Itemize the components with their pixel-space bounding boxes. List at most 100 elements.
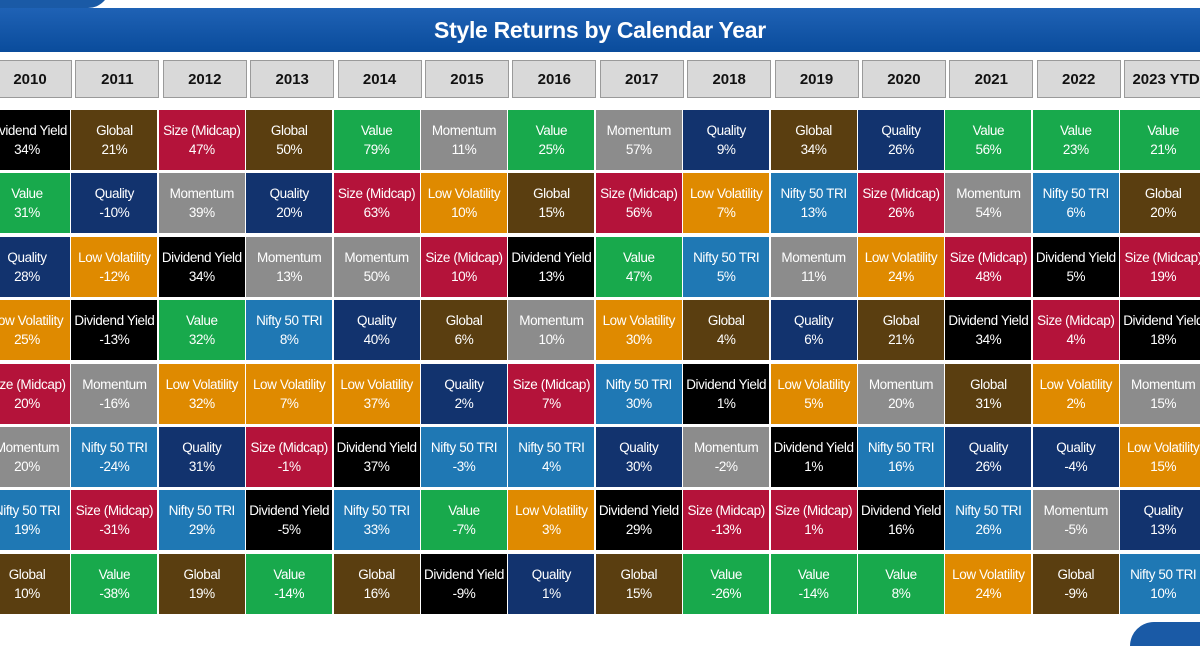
cell-return-value: 9% [716,142,736,157]
return-cell: Value -7% [421,490,507,551]
cell-return-value: 15% [538,205,565,221]
cell-style-label: Low Volatility [864,249,938,265]
return-cell: Low Volatility 2% [1032,363,1119,424]
cell-style-label: Dividend Yield [424,566,504,582]
cell-style-label: Momentum [956,186,1021,202]
cell-return-value: 15% [625,585,652,601]
return-cell: Momentum 20% [858,363,944,424]
return-cell: Value 8% [858,553,944,614]
cell-return-value: 6% [804,332,823,348]
chart-title: Style Returns by Calendar Year [0,8,1200,52]
return-cell: Quality 31% [158,427,245,487]
cell-style-label: Momentum [169,186,235,202]
cell-return-value: 18% [1150,332,1177,348]
cell-style-label: Quality [793,313,834,329]
return-cell: Momentum 54% [945,173,1032,234]
return-cell: Momentum 15% [1120,363,1200,424]
return-cell: Quality 26% [858,110,944,170]
return-cell: Quality 28% [0,236,70,297]
cell-return-value: 1% [542,585,561,601]
return-cell: Low Volatility 24% [945,553,1032,614]
return-cell: Size (Midcap) 10% [421,236,507,297]
return-cell: Value 56% [945,110,1032,170]
return-cell: Value 32% [158,300,245,361]
cell-return-value: 2% [1066,395,1086,411]
cell-style-label: Value [98,566,131,582]
cell-return-value: 23% [1062,142,1089,157]
cell-return-value: -14% [798,585,829,601]
cell-return-value: 57% [625,142,652,157]
cell-style-label: Value [273,566,305,582]
return-cell: Momentum -2% [683,427,770,487]
cell-style-label: Global [795,123,832,138]
cell-style-label: Dividend Yield [336,440,417,455]
cell-return-value: 39% [188,205,215,221]
return-cell: Low Volatility 24% [858,236,944,297]
cell-style-label: Momentum [606,123,672,138]
return-cell: Size (Midcap) 1% [770,490,857,551]
cell-return-value: 29% [188,522,215,538]
return-cell: Quality -10% [71,173,158,234]
return-cell: Size (Midcap) 7% [508,363,595,424]
cell-style-label: Value [186,313,218,329]
year-header-cell: 2022 [1036,60,1121,98]
return-cell: Global 15% [595,553,682,614]
cell-style-label: Dividend Yield [686,376,767,392]
cell-style-label: Momentum [694,440,759,455]
return-cell: Momentum 11% [421,110,507,170]
cell-style-label: Global [358,566,395,582]
return-cell: Size (Midcap) 20% [0,363,70,424]
cell-style-label: Dividend Yield [0,123,67,138]
cell-return-value: 21% [101,142,128,157]
cell-return-value: 3% [542,522,561,538]
cell-style-label: Value [11,186,43,202]
cell-style-label: Global [1144,186,1182,202]
cell-style-label: Low Volatility [340,376,413,392]
return-cell: Low Volatility 5% [770,363,857,424]
return-cell: Global 31% [945,363,1032,424]
return-cell: Quality 2% [421,363,507,424]
cell-return-value: -31% [99,522,130,538]
year-header-cell: 2016 [512,60,597,98]
cell-return-value: 19% [14,522,40,538]
return-cell: Nifty 50 TRI -3% [421,427,507,487]
return-cell: Value 21% [1120,110,1200,170]
cell-return-value: 7% [716,205,736,221]
cell-return-value: 30% [625,459,652,474]
cell-style-label: Value [972,123,1005,138]
year-header-cell: 2020 [861,60,946,98]
cell-style-label: Momentum [82,376,147,392]
return-cell: Nifty 50 TRI 26% [945,490,1032,551]
cell-return-value: 28% [14,268,40,284]
return-cell: Dividend Yield 34% [0,110,70,170]
cell-style-label: Low Volatility [0,313,64,329]
cell-style-label: Nifty 50 TRI [955,503,1022,519]
cell-style-label: Size (Midcap) [600,186,678,202]
cell-return-value: 5% [804,395,823,411]
year-header-cell: 2015 [424,60,509,98]
cell-return-value: -14% [274,585,305,601]
year-header-cell: 2013 [250,60,335,98]
cell-return-value: -16% [99,395,130,411]
cell-return-value: 6% [1066,205,1086,221]
return-cell: Size (Midcap) -1% [246,427,333,487]
return-cell: Dividend Yield 5% [1032,236,1119,297]
cell-style-label: Size (Midcap) [75,503,154,519]
cell-return-value: 15% [1150,395,1177,411]
cell-style-label: Size (Midcap) [949,249,1028,265]
year-header-cell: 2017 [599,60,684,98]
cell-return-value: 37% [363,459,390,474]
cell-style-label: Momentum [519,313,584,329]
return-cell: Low Volatility 10% [421,173,507,234]
cell-style-label: Quality [444,376,484,392]
return-cell: Quality 30% [595,427,682,487]
return-cell: Dividend Yield 37% [333,427,420,487]
cell-style-label: Momentum [431,123,497,138]
cell-return-value: 13% [800,205,827,221]
return-cell: Low Volatility -12% [71,236,158,297]
cell-style-label: Value [797,566,830,582]
cell-style-label: Dividend Yield [1035,249,1116,265]
cell-return-value: 20% [888,395,914,411]
cell-return-value: 11% [451,142,477,157]
return-cell: Value -14% [770,553,857,614]
